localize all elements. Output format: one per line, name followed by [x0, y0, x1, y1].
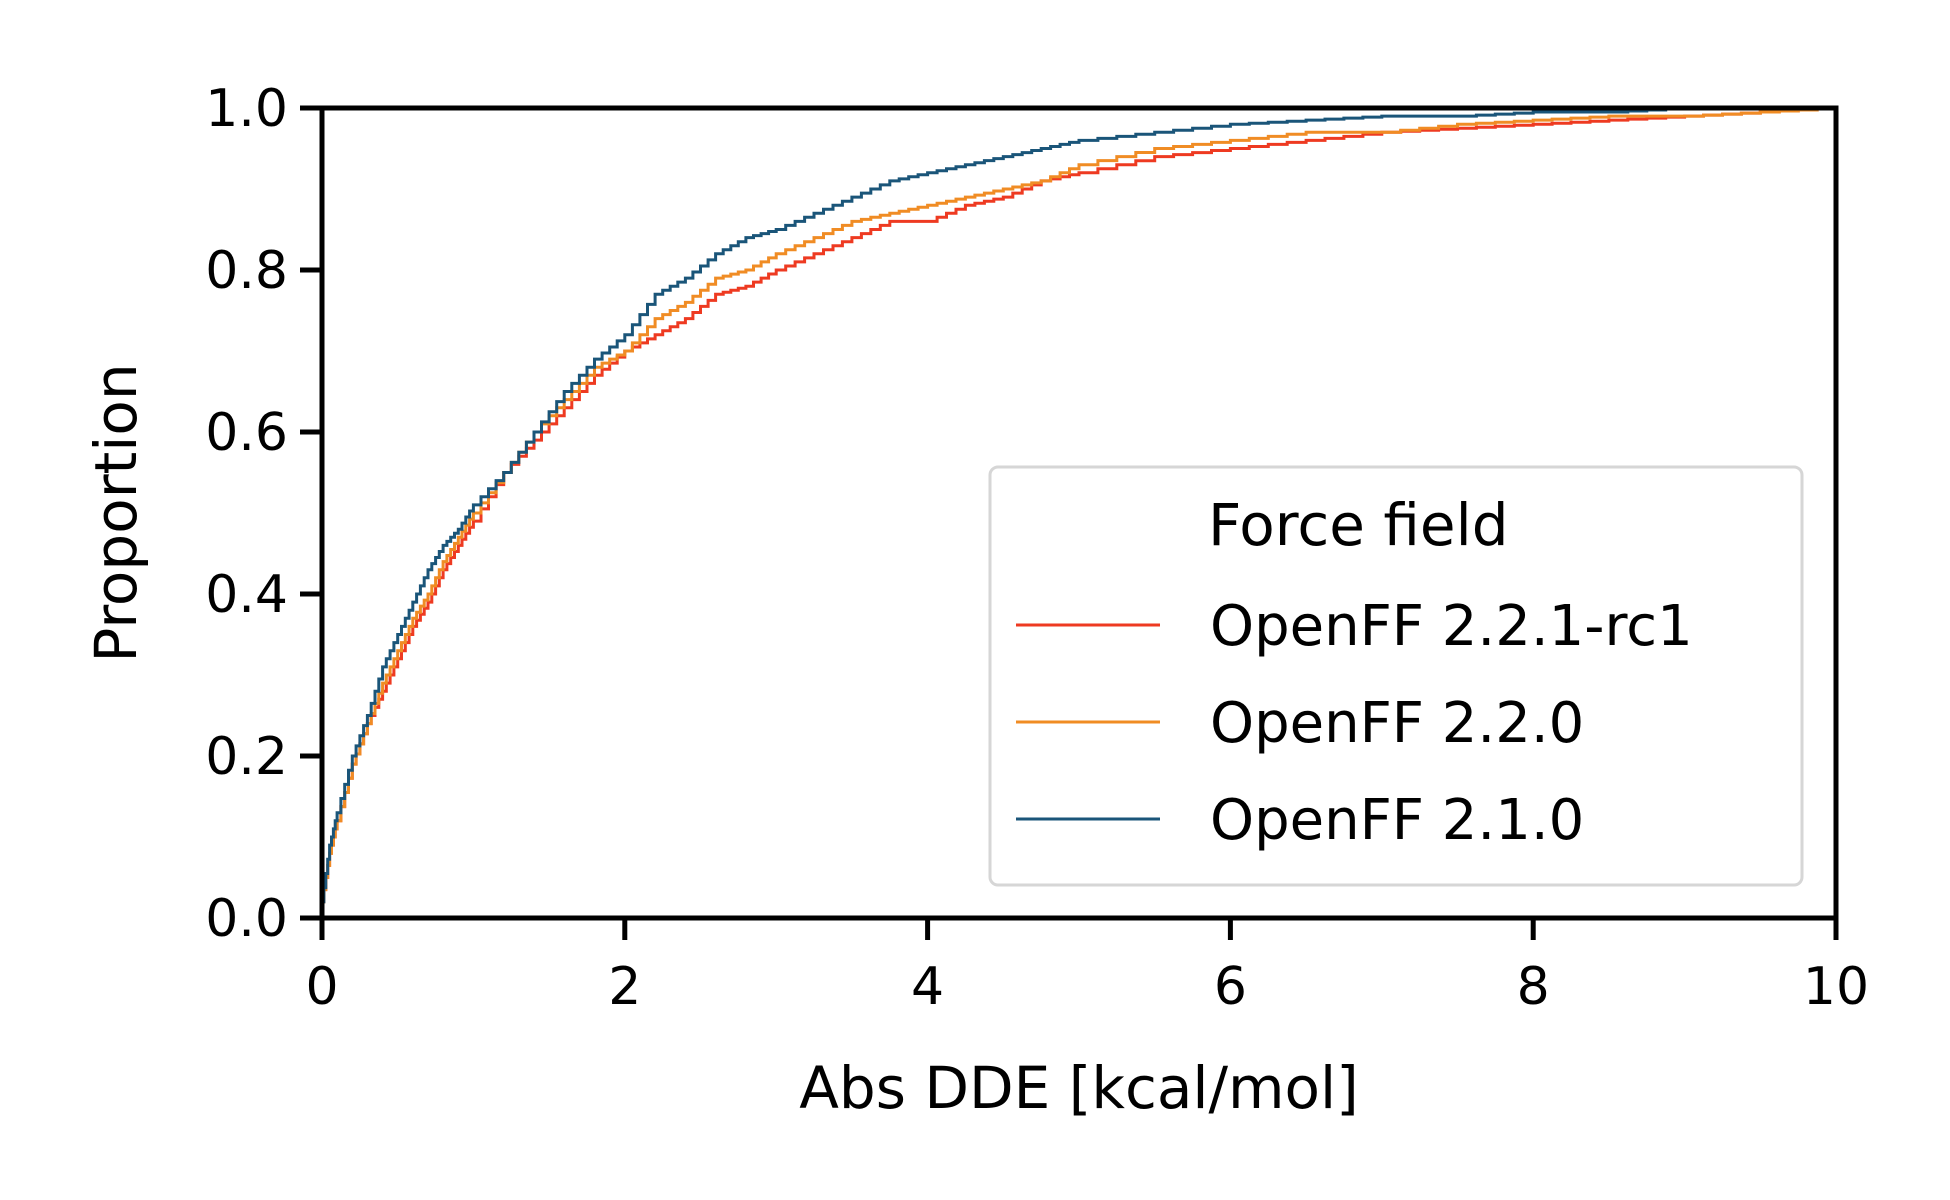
y-tick-label: 0.8 — [205, 241, 288, 301]
series-line-3 — [322, 106, 1836, 904]
y-tick-label: 0.2 — [205, 727, 288, 787]
x-axis-label: Abs DDE [kcal/mol] — [799, 1054, 1359, 1122]
y-axis-label: Proportion — [82, 363, 150, 662]
legend: Force field OpenFF 2.2.1-rc1 OpenFF 2.2.0… — [988, 465, 1804, 887]
y-tick-label: 1.0 — [205, 79, 288, 139]
x-tick-label: 10 — [1803, 957, 1869, 1017]
legend-entry-3: OpenFF 2.1.0 — [1210, 788, 1584, 853]
x-tick-label: 6 — [1214, 957, 1247, 1017]
series-line-2 — [322, 107, 1838, 904]
legend-entry-1: OpenFF 2.2.1-rc1 — [1210, 594, 1693, 659]
y-tick-label: 0.0 — [205, 889, 288, 949]
x-axis: 0 2 4 6 8 10 — [305, 918, 1869, 1017]
x-tick-label: 8 — [1517, 957, 1550, 1017]
plot-area — [322, 106, 1838, 904]
x-tick-label: 2 — [608, 957, 641, 1017]
legend-title: Force field — [1208, 491, 1509, 559]
x-tick-label: 4 — [911, 957, 944, 1017]
legend-entry-2: OpenFF 2.2.0 — [1210, 691, 1584, 756]
series-line-1 — [322, 107, 1838, 904]
y-axis: 0.0 0.2 0.4 0.6 0.8 1.0 — [205, 79, 322, 949]
legend-box — [988, 465, 1804, 887]
plot-frame — [319, 105, 1839, 921]
legend-entries: OpenFF 2.2.1-rc1 OpenFF 2.2.0 OpenFF 2.1.0 — [1016, 594, 1693, 853]
y-tick-label: 0.6 — [205, 403, 288, 463]
y-tick-label: 0.4 — [205, 565, 288, 625]
x-tick-label: 0 — [305, 957, 338, 1017]
